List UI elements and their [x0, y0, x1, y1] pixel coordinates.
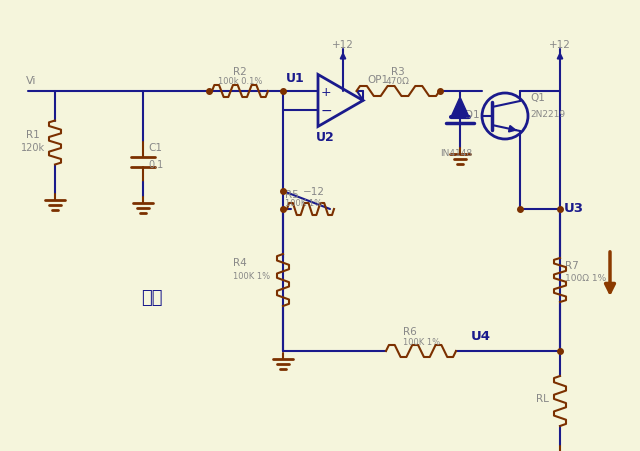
Text: 圖十: 圖十	[141, 288, 163, 306]
Text: R1: R1	[26, 130, 40, 140]
Text: RL: RL	[536, 393, 548, 403]
Text: C1: C1	[148, 143, 162, 152]
Text: 100K 1%: 100K 1%	[403, 337, 440, 346]
Polygon shape	[451, 98, 469, 118]
Text: R7: R7	[565, 260, 579, 271]
Text: 120k: 120k	[21, 143, 45, 153]
Text: 0.1: 0.1	[148, 160, 163, 170]
Text: R2: R2	[233, 67, 247, 77]
Text: −12: −12	[303, 187, 325, 197]
Text: 2N2219: 2N2219	[530, 110, 565, 119]
Text: OP1: OP1	[367, 75, 388, 85]
Text: Q1: Q1	[530, 93, 545, 103]
Text: +: +	[321, 85, 332, 98]
Text: U4: U4	[471, 329, 491, 342]
Text: −: −	[320, 104, 332, 118]
Text: R5: R5	[285, 189, 299, 199]
Text: +12: +12	[332, 40, 354, 50]
Text: IN4148: IN4148	[440, 149, 472, 158]
Text: 100k 0.1%: 100k 0.1%	[218, 77, 262, 86]
Text: R6: R6	[403, 326, 417, 336]
Text: 100Ω 1%: 100Ω 1%	[565, 273, 606, 282]
Text: +12: +12	[549, 40, 571, 50]
Text: D1: D1	[465, 110, 479, 120]
Text: U3: U3	[564, 202, 584, 215]
Text: R3: R3	[391, 67, 405, 77]
Text: U1: U1	[286, 72, 305, 85]
Text: 100K 1%: 100K 1%	[285, 198, 322, 207]
Text: 100K 1%: 100K 1%	[233, 272, 270, 281]
Text: U2: U2	[316, 131, 335, 144]
Text: R4: R4	[233, 258, 247, 267]
Text: Vi: Vi	[26, 76, 36, 86]
Text: 470Ω: 470Ω	[386, 77, 410, 86]
